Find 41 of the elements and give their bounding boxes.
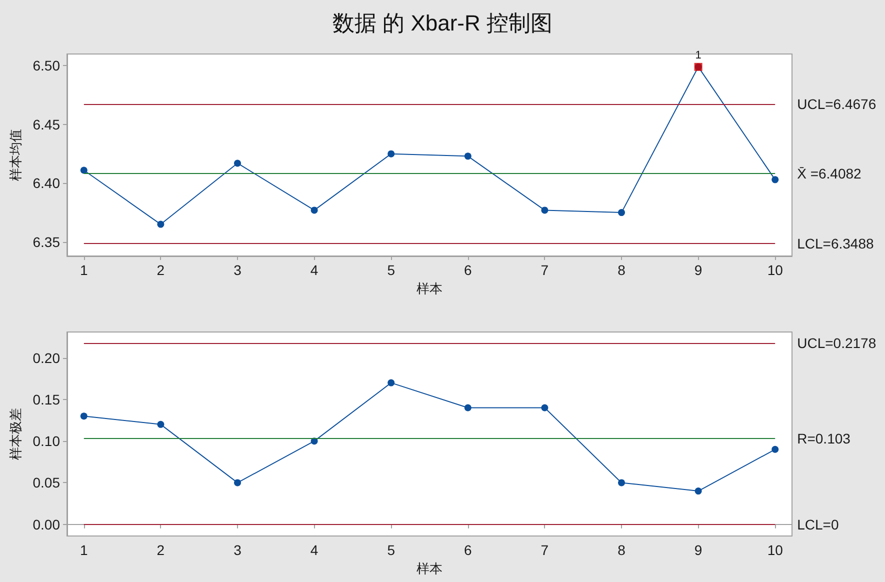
ref-line-label: UCL=0.2178 (797, 334, 876, 351)
x-tick-label: 3 (234, 542, 242, 558)
y-tick-label: 6.45 (32, 116, 60, 132)
x-tick-label: 3 (234, 262, 242, 278)
x-tick-label: 10 (767, 262, 784, 278)
x-tick-label: 1 (80, 262, 88, 278)
x-tick-label: 2 (156, 542, 165, 558)
x-tick-label: 8 (618, 542, 626, 558)
x-tick-label: 9 (694, 262, 702, 278)
ref-line-label: R=0.103 (797, 430, 851, 447)
x-tick-label: 5 (387, 542, 396, 558)
x-axis-title: 样本 (416, 561, 442, 576)
x-tick-label: 6 (464, 542, 472, 558)
y-tick-label: 6.35 (32, 234, 60, 250)
x-tick-label: 4 (310, 542, 318, 558)
x-axis-title: 样本 (416, 281, 442, 296)
y-tick-label: 0.10 (32, 433, 60, 450)
annotation: 1 (695, 49, 702, 62)
x-tick-label: 6 (464, 262, 472, 278)
x-tick-label: 4 (310, 262, 318, 278)
ref-line-label: LCL=6.3488 (797, 235, 874, 252)
ref-line-label: X̄ =6.4082 (797, 166, 862, 182)
x-tick-label: 2 (156, 262, 165, 278)
y-axis-title: 样本均值 (8, 129, 23, 181)
chart-title: 数据 的 Xbar-R 控制图 (332, 10, 553, 36)
y-tick-label: 0.15 (32, 391, 60, 408)
ref-line-label: UCL=6.4676 (797, 96, 876, 112)
x-tick-label: 8 (618, 262, 626, 278)
y-tick-label: 6.50 (32, 58, 60, 74)
x-tick-label: 9 (694, 542, 702, 558)
x-tick-label: 5 (387, 262, 396, 278)
x-tick-label: 7 (540, 262, 549, 278)
x-tick-label: 7 (540, 542, 549, 558)
y-tick-label: 6.40 (32, 175, 60, 192)
x-tick-label: 10 (767, 542, 784, 558)
ref-line-label: LCL=0 (797, 516, 839, 532)
y-tick-label: 0.00 (32, 516, 60, 532)
y-tick-label: 0.20 (32, 350, 60, 366)
y-axis-title: 样本极差 (8, 408, 23, 460)
y-tick-label: 0.05 (32, 474, 60, 491)
x-tick-label: 1 (80, 542, 88, 558)
